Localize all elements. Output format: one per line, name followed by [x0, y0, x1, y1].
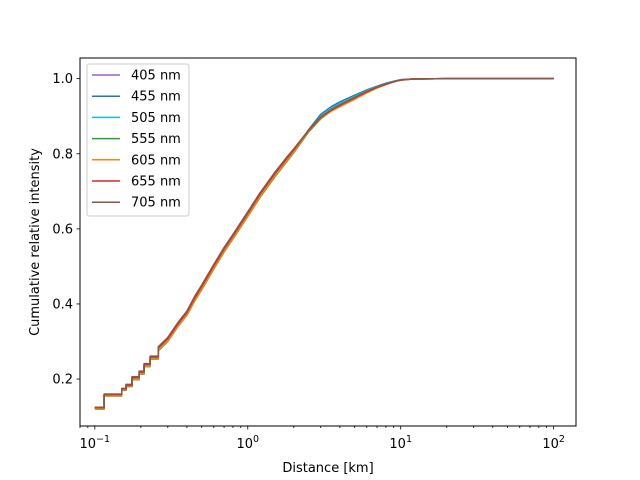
x-tick-label: 100 — [236, 434, 259, 452]
y-axis-ticks: 0.2 0.4 0.6 0.8 1.0 — [52, 72, 80, 388]
legend-label: 455 nm — [131, 90, 181, 105]
legend-label: 605 nm — [131, 153, 181, 168]
legend-box — [86, 63, 190, 217]
y-tick-label: 1.0 — [52, 72, 73, 87]
x-tick-label: 10−1 — [80, 434, 111, 452]
legend-label: 505 nm — [131, 111, 181, 126]
legend-label: 555 nm — [131, 132, 181, 147]
x-tick-label: 102 — [542, 434, 565, 452]
y-tick-label: 0.2 — [52, 373, 73, 388]
y-tick-label: 0.6 — [52, 222, 73, 237]
x-axis-ticks: 10−1 100 101 102 — [80, 426, 565, 452]
plot-frame — [79, 57, 577, 427]
y-tick-label: 0.4 — [52, 297, 73, 312]
x-axis-title: Distance [km] — [282, 461, 373, 476]
series-layer — [94, 77, 554, 410]
legend: 405 nm 455 nm 505 nm 555 nm 605 nm 655 nm 705 … — [86, 63, 190, 217]
legend-label: 705 nm — [131, 196, 181, 211]
x-tick-label: 101 — [389, 434, 412, 452]
legend-label: 655 nm — [131, 175, 181, 190]
y-tick-label: 0.8 — [52, 147, 73, 162]
series-line-705-nm — [94, 77, 554, 408]
legend-label: 405 nm — [131, 69, 181, 84]
y-axis-title: Cumulative relative intensity — [28, 148, 43, 336]
